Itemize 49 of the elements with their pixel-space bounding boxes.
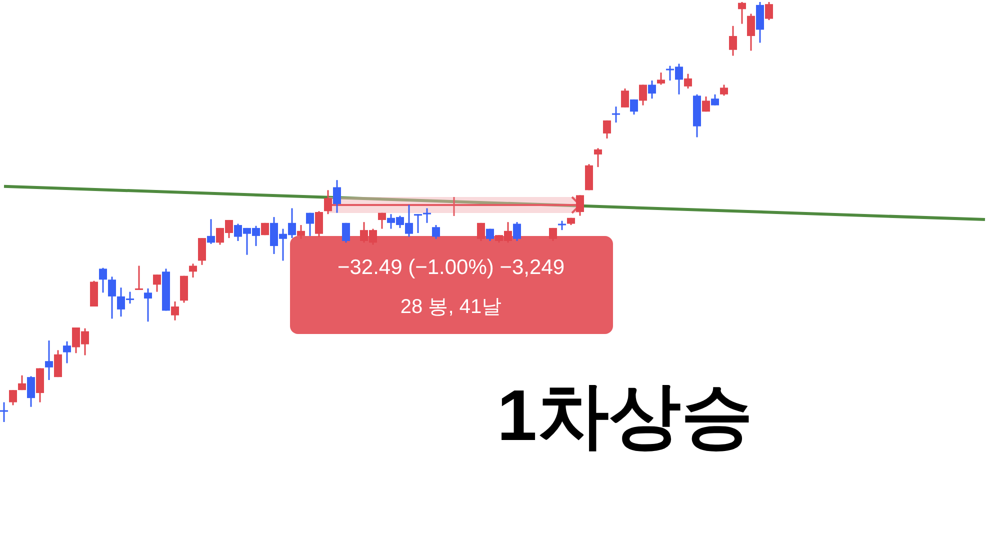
candlestick <box>747 13 755 52</box>
candlestick <box>324 189 332 215</box>
candlestick <box>135 265 143 290</box>
candlestick <box>189 262 197 278</box>
candlestick <box>9 389 17 406</box>
candlestick <box>576 194 584 217</box>
candlestick <box>612 106 620 124</box>
candlestick <box>198 237 206 266</box>
candlestick <box>297 224 305 240</box>
candlestick <box>27 375 35 408</box>
candlestick <box>18 374 26 391</box>
candlestick <box>45 340 53 381</box>
candlestick <box>720 84 728 96</box>
candlestick <box>99 267 107 294</box>
annotation: 28 봉, 41날 <box>400 296 502 318</box>
candlestick <box>648 80 656 100</box>
candlestick <box>639 84 647 106</box>
candlestick <box>54 349 62 378</box>
candlestick <box>477 222 485 242</box>
candlestick <box>108 276 116 320</box>
candlestick <box>738 1 746 25</box>
candlestick <box>0 402 8 423</box>
candlestick <box>684 73 692 90</box>
candlestick <box>711 94 719 106</box>
candlestick <box>378 212 386 230</box>
candlestick <box>432 224 440 240</box>
candlestick <box>657 72 665 86</box>
candlestick <box>594 147 602 168</box>
candlestick <box>630 98 638 116</box>
candlestick <box>315 210 323 238</box>
candlestick <box>603 120 611 140</box>
candlestick <box>621 88 629 108</box>
candlestick <box>342 222 350 244</box>
annotation: 1차상승 <box>496 376 754 456</box>
candlestick <box>486 228 494 242</box>
candlestick <box>333 179 341 214</box>
candlestick <box>729 25 737 57</box>
candlestick <box>153 274 161 293</box>
candlestick <box>306 212 314 237</box>
candlestick <box>558 220 566 231</box>
annotation: −32.49 (−1.00%) −3,249 <box>337 256 565 279</box>
candlestick <box>63 340 71 364</box>
candlestick <box>144 288 152 322</box>
candlestick <box>549 227 557 242</box>
candlestick <box>513 221 521 242</box>
candlestick <box>207 218 215 245</box>
candlestick <box>702 96 710 112</box>
candlestick <box>765 1 773 21</box>
candlestick <box>171 300 179 322</box>
